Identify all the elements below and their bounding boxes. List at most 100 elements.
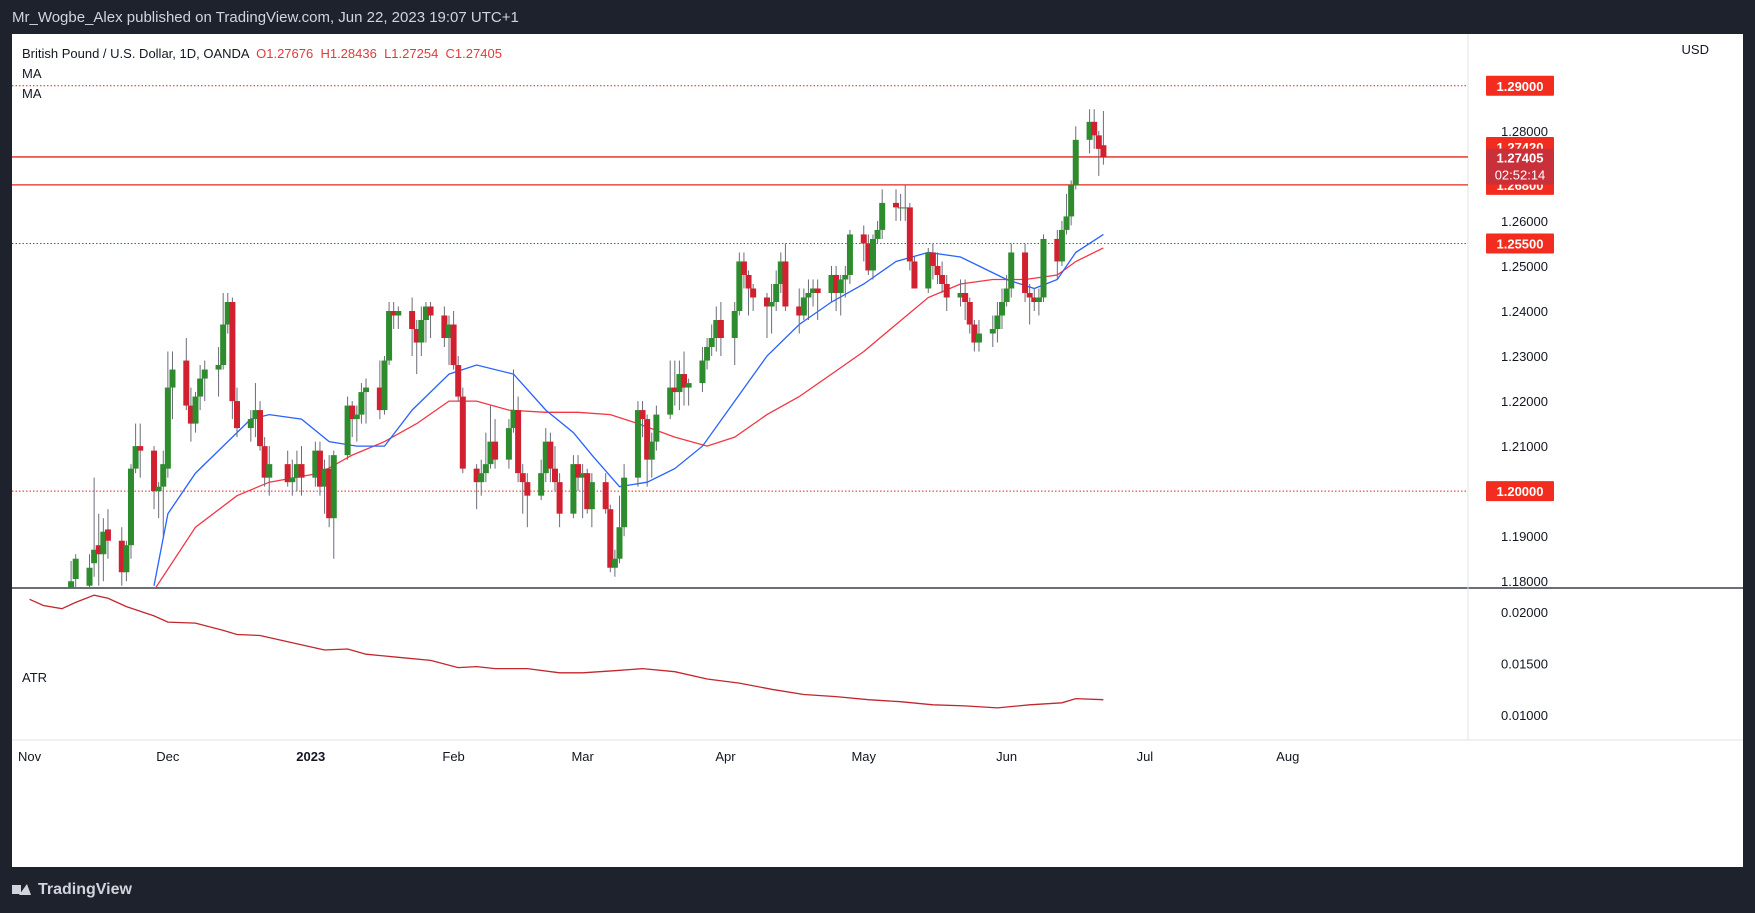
chart-svg[interactable]: 1.18000 1.19000 1.20000 1.21000 1.22000 1.230…: [12, 34, 1743, 867]
candle-down: [284, 464, 291, 483]
candle-up: [713, 320, 720, 339]
candle-down: [257, 410, 264, 447]
candle-up: [542, 441, 549, 474]
atr-label[interactable]: ATR: [22, 670, 48, 685]
candle-up: [1072, 139, 1079, 185]
candle-up: [127, 468, 134, 546]
close-value: C1.27405: [445, 46, 502, 61]
candle-up: [805, 292, 812, 298]
candle-down: [95, 545, 102, 555]
atr-tick-label: 0.01500: [1501, 656, 1548, 671]
candle-up: [579, 473, 586, 478]
candle-up: [330, 455, 337, 519]
atr-line: [29, 594, 1104, 709]
candle-up: [132, 446, 139, 469]
candle-up: [634, 410, 641, 478]
price-tick-label: 1.18000: [1501, 574, 1548, 589]
candle-down: [298, 464, 305, 478]
candle-up: [220, 324, 227, 366]
candle-up: [91, 549, 98, 564]
brand-label: TradingView: [38, 881, 132, 898]
price-tick-label: 1.26000: [1501, 214, 1548, 229]
candle-up: [842, 274, 849, 280]
time-tick-label: Aug: [1276, 749, 1299, 764]
candle-down: [1095, 135, 1102, 149]
high-value: H1.28436: [320, 46, 377, 61]
candle-up: [704, 347, 711, 361]
candle-up: [621, 477, 628, 528]
candle-down: [137, 446, 144, 451]
candle-down: [934, 265, 941, 275]
current-price-label: 1.27405: [1497, 151, 1544, 166]
candle-up: [422, 306, 429, 321]
candle-up: [353, 414, 360, 420]
candle-down: [261, 446, 268, 478]
candle-up: [667, 387, 674, 415]
candle-up: [164, 387, 171, 469]
candle-down: [575, 464, 582, 478]
candle-down: [893, 202, 900, 208]
level-price-tag-bg: [1486, 75, 1554, 96]
candle-up: [201, 369, 208, 379]
candle-up: [708, 338, 715, 348]
candle-up: [293, 464, 300, 478]
candle-up: [363, 387, 370, 393]
candle-down: [1022, 252, 1029, 293]
candle-up: [266, 464, 273, 478]
level-price-tag: 1.20000: [1497, 484, 1544, 499]
footer-bar: TradingView: [0, 867, 1755, 913]
candle-down: [782, 261, 789, 307]
candle-down: [971, 324, 978, 343]
candle-up: [215, 365, 222, 370]
time-tick-label: May: [851, 749, 876, 764]
candle-up: [289, 477, 296, 483]
bar-countdown-label: 02:52:14: [1495, 168, 1546, 183]
candle-up: [100, 531, 107, 555]
indicator-ma-1[interactable]: MA: [22, 66, 42, 81]
level-price-tag-bg: [1486, 481, 1554, 502]
candle-up: [874, 229, 881, 239]
atr-tick-label: 0.01000: [1501, 708, 1548, 723]
atr-tick-label: 0.02000: [1501, 605, 1548, 620]
symbol-label: British Pound / U.S. Dollar, 1D, OANDA: [22, 46, 249, 61]
candle-up: [999, 301, 1006, 316]
candle-up: [358, 392, 365, 415]
candle-down: [349, 405, 356, 420]
candle-up: [224, 301, 231, 325]
candle-up: [68, 581, 75, 588]
candle-down: [750, 288, 757, 298]
candle-up: [1058, 229, 1065, 262]
time-tick-label: Jun: [996, 749, 1017, 764]
candle-down: [939, 274, 946, 284]
chart-container[interactable]: 1.18000 1.19000 1.20000 1.21000 1.22000 1.230…: [12, 34, 1743, 867]
candle-up: [989, 329, 996, 334]
candle-down: [233, 401, 240, 429]
candle-up: [1003, 288, 1010, 302]
current-price-box: [1486, 148, 1554, 185]
candle-up: [736, 261, 743, 311]
candle-up: [768, 301, 775, 307]
price-tick-label: 1.25000: [1501, 259, 1548, 274]
tradingview-logo-icon: [12, 883, 32, 897]
candle-down: [455, 365, 462, 397]
time-tick-label: Dec: [156, 749, 180, 764]
candle-up: [123, 545, 130, 573]
indicator-ma-2[interactable]: MA: [22, 86, 42, 101]
candle-down: [187, 405, 194, 424]
low-value: L1.27254: [384, 46, 439, 61]
candle-up: [155, 486, 162, 492]
candle-up: [810, 288, 817, 293]
candle-up: [828, 274, 835, 293]
candle-down: [966, 301, 973, 325]
candle-down: [860, 234, 867, 244]
currency-label: USD: [1681, 42, 1709, 57]
price-tick-label: 1.22000: [1501, 394, 1548, 409]
candle-up: [994, 315, 1001, 330]
candles-group: [68, 109, 1107, 588]
tradingview-logo[interactable]: TradingView: [12, 881, 132, 899]
candle-up: [570, 464, 577, 514]
candle-down: [607, 509, 614, 568]
candle-up: [957, 292, 964, 298]
candle-down: [796, 306, 803, 316]
candle-up: [846, 234, 853, 275]
